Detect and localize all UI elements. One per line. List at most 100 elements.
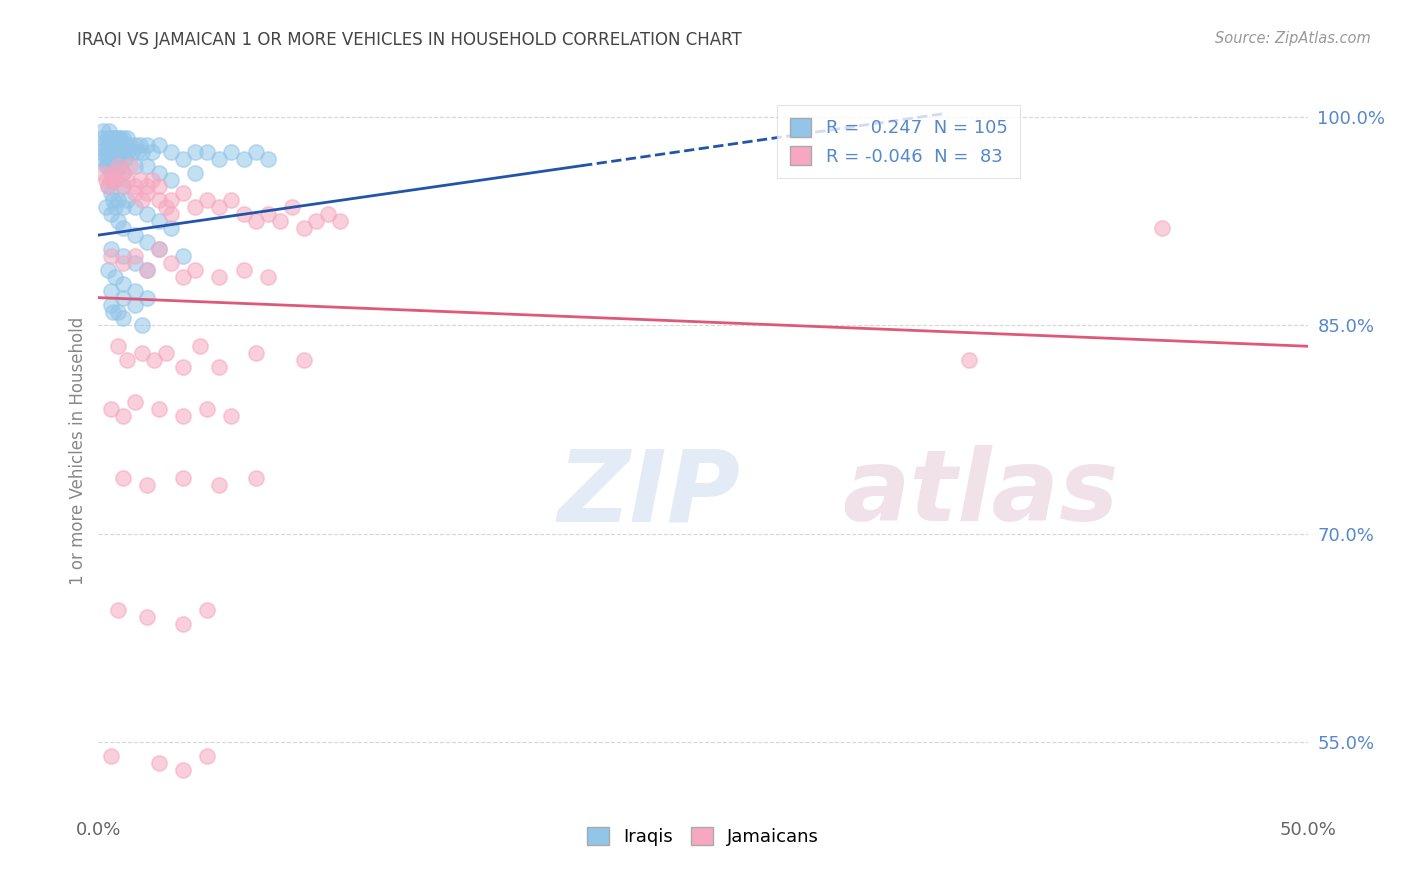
Point xyxy=(160,194,183,208)
Point xyxy=(117,353,139,368)
Point xyxy=(148,179,170,194)
Point xyxy=(131,346,153,360)
Point xyxy=(117,131,139,145)
Point xyxy=(111,249,134,263)
Point xyxy=(245,471,267,485)
Point xyxy=(118,159,141,173)
Point xyxy=(107,145,129,159)
Point xyxy=(111,291,134,305)
Point xyxy=(114,152,136,166)
Point xyxy=(195,194,218,208)
Point xyxy=(101,131,124,145)
Point xyxy=(104,145,127,159)
Point xyxy=(195,603,218,617)
Point xyxy=(1152,221,1174,235)
Point xyxy=(111,256,134,270)
Point xyxy=(100,249,122,263)
Point xyxy=(91,152,114,166)
Point xyxy=(141,172,163,186)
Point xyxy=(97,179,120,194)
Point xyxy=(292,221,315,235)
Point xyxy=(91,124,114,138)
Point xyxy=(292,353,315,368)
Point xyxy=(141,145,163,159)
Point xyxy=(111,311,134,326)
Text: IRAQI VS JAMAICAN 1 OR MORE VEHICLES IN HOUSEHOLD CORRELATION CHART: IRAQI VS JAMAICAN 1 OR MORE VEHICLES IN … xyxy=(77,31,742,49)
Point xyxy=(107,214,129,228)
Point xyxy=(172,763,194,777)
Point xyxy=(232,263,254,277)
Point xyxy=(124,179,146,194)
Point xyxy=(94,172,117,186)
Point xyxy=(103,152,125,166)
Point xyxy=(94,145,117,159)
Point xyxy=(155,346,177,360)
Point xyxy=(103,172,125,186)
Point xyxy=(135,291,157,305)
Point xyxy=(100,186,122,201)
Point xyxy=(195,145,218,159)
Point xyxy=(108,145,131,159)
Point xyxy=(232,207,254,221)
Point xyxy=(124,394,146,409)
Point xyxy=(160,221,183,235)
Point xyxy=(172,409,194,423)
Point xyxy=(111,471,134,485)
Point xyxy=(184,145,207,159)
Point xyxy=(101,194,124,208)
Point xyxy=(172,269,194,284)
Point xyxy=(104,165,127,179)
Point xyxy=(111,179,134,194)
Point xyxy=(108,159,131,173)
Point xyxy=(128,137,150,152)
Point xyxy=(148,242,170,256)
Point xyxy=(155,200,177,214)
Point xyxy=(94,200,117,214)
Point xyxy=(148,756,170,770)
Point xyxy=(124,200,146,214)
Point xyxy=(97,263,120,277)
Point xyxy=(94,159,117,173)
Point xyxy=(93,137,115,152)
Point xyxy=(135,207,157,221)
Point xyxy=(91,165,114,179)
Text: atlas: atlas xyxy=(842,445,1119,542)
Point xyxy=(124,137,146,152)
Point xyxy=(91,131,114,145)
Point xyxy=(111,179,134,194)
Point xyxy=(128,172,150,186)
Point xyxy=(104,269,127,284)
Y-axis label: 1 or more Vehicles in Household: 1 or more Vehicles in Household xyxy=(69,317,87,584)
Point xyxy=(184,200,207,214)
Point xyxy=(105,137,128,152)
Point xyxy=(148,165,170,179)
Point xyxy=(101,304,124,318)
Point xyxy=(135,137,157,152)
Point xyxy=(100,297,122,311)
Point xyxy=(107,339,129,353)
Point xyxy=(188,339,211,353)
Point xyxy=(101,165,124,179)
Point xyxy=(104,131,127,145)
Point xyxy=(172,186,194,201)
Point xyxy=(221,145,243,159)
Point xyxy=(96,152,118,166)
Point xyxy=(97,137,120,152)
Point xyxy=(135,263,157,277)
Point xyxy=(256,269,278,284)
Point xyxy=(221,409,243,423)
Point xyxy=(101,145,124,159)
Point xyxy=(172,471,194,485)
Point xyxy=(100,207,122,221)
Point xyxy=(111,131,134,145)
Point xyxy=(143,353,166,368)
Point xyxy=(316,207,339,221)
Point xyxy=(103,137,125,152)
Point xyxy=(135,235,157,249)
Point xyxy=(172,152,194,166)
Point xyxy=(160,145,183,159)
Point xyxy=(108,131,131,145)
Point xyxy=(195,401,218,416)
Point xyxy=(148,137,170,152)
Point xyxy=(100,172,122,186)
